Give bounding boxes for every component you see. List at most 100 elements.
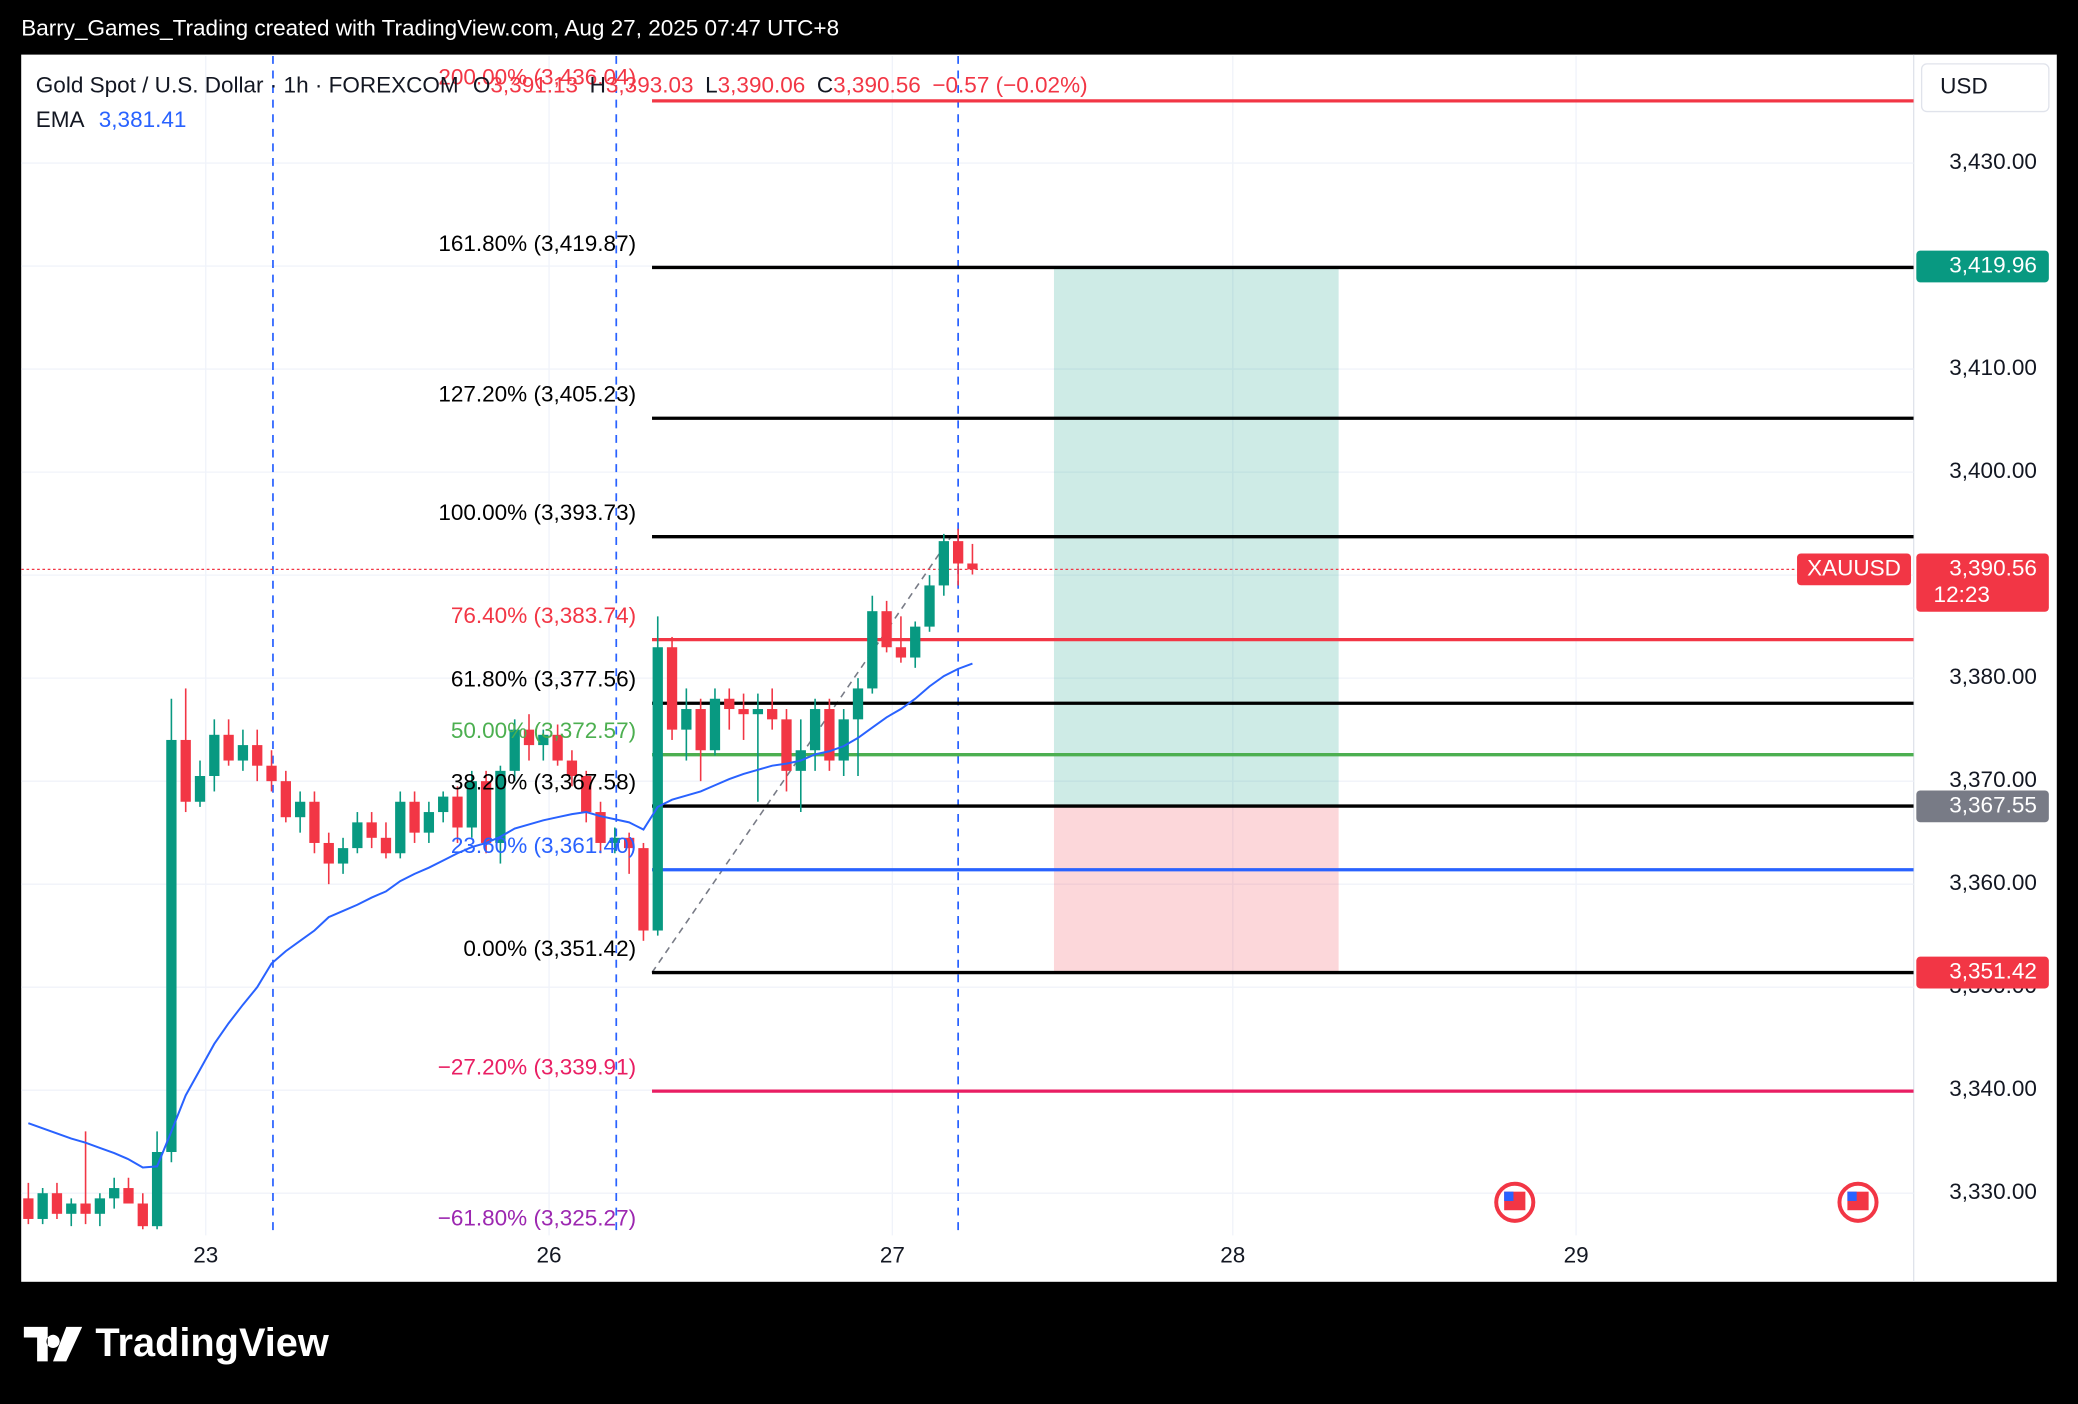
candle-body [924,585,935,627]
candle-body [910,626,921,658]
candle-body [395,801,406,854]
price-badge [1916,250,2049,283]
event-flag[interactable] [1837,1181,1879,1223]
candle-body [781,719,792,771]
ohlc-key: C [817,72,833,97]
candle-body [552,734,563,761]
candle-body [495,770,506,843]
candle-body [595,812,606,843]
overlay: 3,330.003,340.003,350.003,360.003,370.00… [193,64,2049,1268]
candle-body [37,1193,48,1219]
candle-body [609,837,620,843]
symbol-badge [1797,553,1912,586]
ohlc-value: 3,393.03 [606,72,694,97]
candle-body [180,739,191,802]
attribution: Barry_Games_Trading created with Trading… [21,15,839,40]
currency[interactable]: USD [1940,74,1988,99]
fib-label: 61.80% (3,377.56) [451,667,636,692]
candle-body [666,647,678,730]
candle-body [695,709,706,751]
ohlc-value: 3,390.56 [833,72,921,97]
candle-body [724,698,735,710]
candle-body [752,709,764,715]
y-tick-label: 3,430.00 [1949,149,2037,174]
x-tick-label: 26 [537,1243,562,1268]
fib-label: 23.60% (3,361.40) [451,833,636,858]
fib-label: 38.20% (3,367.58) [451,770,636,795]
ema-line [28,662,973,1169]
symbol-badge-label: XAUUSD [1807,555,1901,580]
candle-body [652,647,663,931]
candle-body [852,688,864,720]
candle-body [337,848,349,864]
candle-body [967,563,978,570]
price-badge [1916,956,2049,989]
change: −0.57 (−0.02%) [932,72,1087,97]
candle-body [938,541,949,586]
y-tick-label: 3,340.00 [1949,1076,2037,1101]
candle-body [409,801,420,833]
legend-value: 3,381.41 [99,107,187,132]
ohlc-key: O [473,72,491,97]
fib-label: 100.00% (3,393.73) [438,500,636,525]
candle-body [309,801,320,843]
candle-body [209,734,220,777]
x-tick-label: 28 [1220,1243,1245,1268]
candle-body [223,734,234,761]
candle-body [252,745,263,766]
y-tick-label: 3,360.00 [1949,870,2037,895]
candle-body [66,1203,77,1214]
fib-label: −61.80% (3,325.27) [438,1205,636,1230]
stop-zone [1053,806,1339,973]
candle-body [566,760,578,777]
candle-body [466,781,477,828]
candle-body [137,1203,148,1227]
candle-body [581,776,592,813]
ohlc-key: L [705,72,718,97]
ohlc-key: H [590,72,606,97]
x-tick-label: 27 [880,1243,905,1268]
candle-body [423,812,435,833]
y-tick-label: 3,330.00 [1949,1179,2037,1204]
fib-label: 127.20% (3,405.23) [438,382,636,407]
fib-label: 50.00% (3,372.57) [451,718,636,743]
fib-label: −27.20% (3,339.91) [438,1055,636,1080]
footer-logo: TradingView [23,1321,329,1365]
candle-body [380,837,392,854]
candle-body [709,698,721,751]
candle-body [352,822,363,849]
candle-body [151,1152,163,1227]
ohlc-value: 3,391.13 [490,72,578,97]
candle-body [366,822,377,838]
candle-body [266,765,277,782]
chart-frame [21,54,2057,1282]
candle-body [538,734,549,746]
plot [21,55,1914,1236]
candle-body [123,1188,134,1204]
y-tick-label: 3,370.00 [1949,767,2037,792]
x-tick-label: 23 [193,1243,218,1268]
candle-body [452,796,463,828]
candle-body [166,739,177,1153]
candle-body [480,781,492,843]
candle-body [80,1203,91,1214]
last-price-badge [1916,553,2049,612]
candle-body [438,796,449,813]
candle-body [23,1198,34,1219]
candle-body [838,719,849,761]
currency-button[interactable] [1920,63,2050,113]
candle-body [509,729,520,771]
event-flag[interactable] [1494,1181,1536,1223]
candle-body [895,647,907,658]
legend-name: EMA [36,107,85,132]
candle-body [809,709,821,751]
logo-text: TradingView [95,1321,328,1365]
candle-body [638,848,649,931]
x-tick-label: 29 [1564,1243,1589,1268]
y-tick-label: 3,380.00 [1949,664,2037,689]
candle-body [523,729,535,746]
candle-body [867,611,878,689]
candle-body [237,745,249,761]
